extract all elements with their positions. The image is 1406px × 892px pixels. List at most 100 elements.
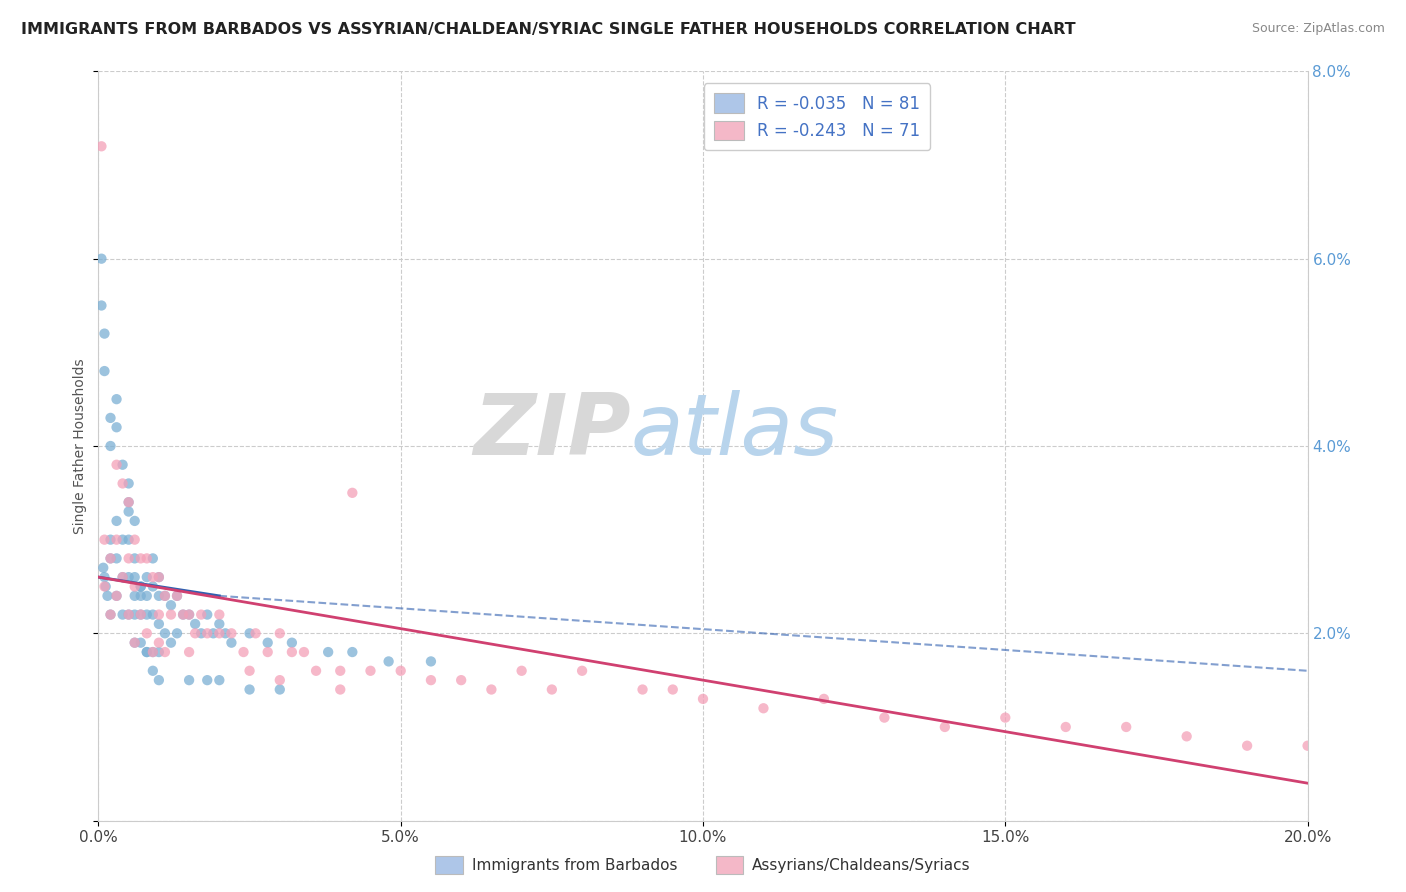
- Point: [631, 682, 654, 697]
- Point: [214, 626, 236, 640]
- Point: [105, 458, 128, 472]
- Point: [195, 626, 218, 640]
- Point: [105, 392, 128, 407]
- Point: [111, 607, 134, 622]
- Point: [153, 589, 176, 603]
- Point: [105, 420, 128, 434]
- Point: [292, 645, 315, 659]
- Point: [124, 635, 146, 649]
- Point: [105, 551, 128, 566]
- Point: [153, 626, 176, 640]
- Point: [420, 655, 443, 669]
- Point: [142, 551, 165, 566]
- Point: [124, 570, 146, 584]
- Point: [184, 626, 207, 640]
- Point: [316, 645, 339, 659]
- Point: [135, 645, 157, 659]
- Point: [135, 645, 157, 659]
- Point: [124, 635, 146, 649]
- Point: [142, 580, 165, 594]
- Point: [105, 514, 128, 528]
- Point: [813, 692, 835, 706]
- Point: [129, 635, 152, 649]
- Point: [179, 673, 201, 688]
- Point: [148, 570, 170, 584]
- Legend: R = -0.035   N = 81, R = -0.243   N = 71: R = -0.035 N = 81, R = -0.243 N = 71: [704, 84, 931, 150]
- Point: [329, 682, 352, 697]
- Point: [118, 607, 141, 622]
- Point: [129, 580, 152, 594]
- Point: [994, 710, 1017, 724]
- Point: [281, 635, 304, 649]
- Point: [129, 607, 152, 622]
- Point: [934, 720, 956, 734]
- Point: [90, 252, 112, 266]
- Point: [420, 673, 443, 688]
- Point: [142, 645, 165, 659]
- Point: [208, 673, 231, 688]
- Point: [208, 607, 231, 622]
- Point: [94, 580, 117, 594]
- Point: [208, 626, 231, 640]
- Point: [873, 710, 896, 724]
- Point: [239, 682, 262, 697]
- Point: [245, 626, 267, 640]
- Point: [142, 570, 165, 584]
- Point: [96, 589, 118, 603]
- Point: [232, 645, 254, 659]
- Point: [190, 626, 212, 640]
- Point: [100, 533, 122, 547]
- Point: [93, 326, 115, 341]
- Point: [389, 664, 412, 678]
- Point: [1236, 739, 1258, 753]
- Point: [124, 551, 146, 566]
- Point: [692, 692, 714, 706]
- Point: [124, 533, 146, 547]
- Point: [540, 682, 562, 697]
- Point: [118, 495, 141, 509]
- Point: [135, 551, 157, 566]
- Point: [166, 589, 188, 603]
- Point: [342, 485, 364, 500]
- Point: [124, 607, 146, 622]
- Point: [256, 645, 278, 659]
- Point: [269, 626, 291, 640]
- Point: [118, 505, 141, 519]
- Point: [135, 607, 157, 622]
- Point: [172, 607, 194, 622]
- Point: [160, 635, 183, 649]
- Point: [111, 570, 134, 584]
- Point: [360, 664, 382, 678]
- Point: [239, 626, 262, 640]
- Point: [90, 298, 112, 313]
- Text: ZIP: ZIP: [472, 390, 630, 473]
- Point: [148, 645, 170, 659]
- Text: IMMIGRANTS FROM BARBADOS VS ASSYRIAN/CHALDEAN/SYRIAC SINGLE FATHER HOUSEHOLDS CO: IMMIGRANTS FROM BARBADOS VS ASSYRIAN/CHA…: [21, 22, 1076, 37]
- Point: [153, 645, 176, 659]
- Point: [111, 570, 134, 584]
- Point: [118, 607, 141, 622]
- Point: [135, 589, 157, 603]
- Point: [1115, 720, 1137, 734]
- Y-axis label: Single Father Households: Single Father Households: [73, 359, 87, 533]
- Point: [124, 514, 146, 528]
- Point: [100, 551, 122, 566]
- Point: [129, 580, 152, 594]
- Point: [166, 626, 188, 640]
- Point: [124, 580, 146, 594]
- Point: [100, 607, 122, 622]
- Point: [305, 664, 328, 678]
- Point: [105, 533, 128, 547]
- Point: [93, 533, 115, 547]
- Point: [124, 589, 146, 603]
- Point: [190, 607, 212, 622]
- Point: [148, 570, 170, 584]
- Text: atlas: atlas: [630, 390, 838, 473]
- Point: [135, 570, 157, 584]
- Point: [111, 458, 134, 472]
- Point: [91, 561, 114, 575]
- Point: [111, 533, 134, 547]
- Point: [329, 664, 352, 678]
- Point: [202, 626, 225, 640]
- Point: [195, 607, 218, 622]
